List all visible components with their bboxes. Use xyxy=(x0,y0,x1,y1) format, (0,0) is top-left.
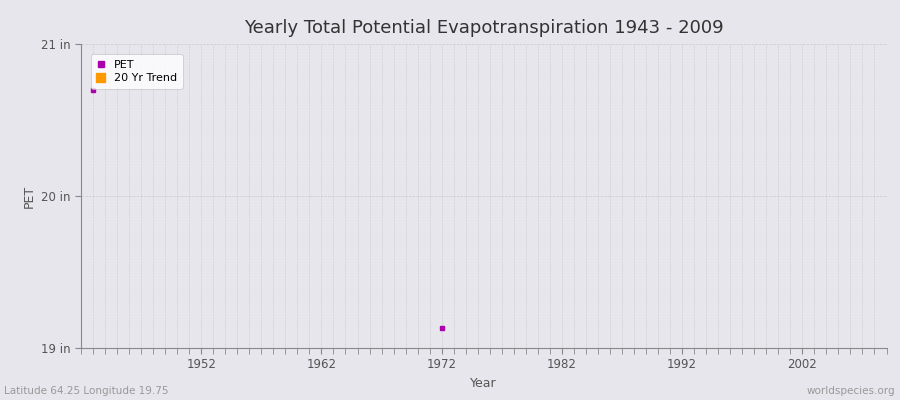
Text: Latitude 64.25 Longitude 19.75: Latitude 64.25 Longitude 19.75 xyxy=(4,386,169,396)
Y-axis label: PET: PET xyxy=(22,184,35,208)
X-axis label: Year: Year xyxy=(471,377,497,390)
Text: worldspecies.org: worldspecies.org xyxy=(807,386,896,396)
Title: Yearly Total Potential Evapotranspiration 1943 - 2009: Yearly Total Potential Evapotranspiratio… xyxy=(244,19,724,37)
Legend: PET, 20 Yr Trend: PET, 20 Yr Trend xyxy=(91,54,183,89)
